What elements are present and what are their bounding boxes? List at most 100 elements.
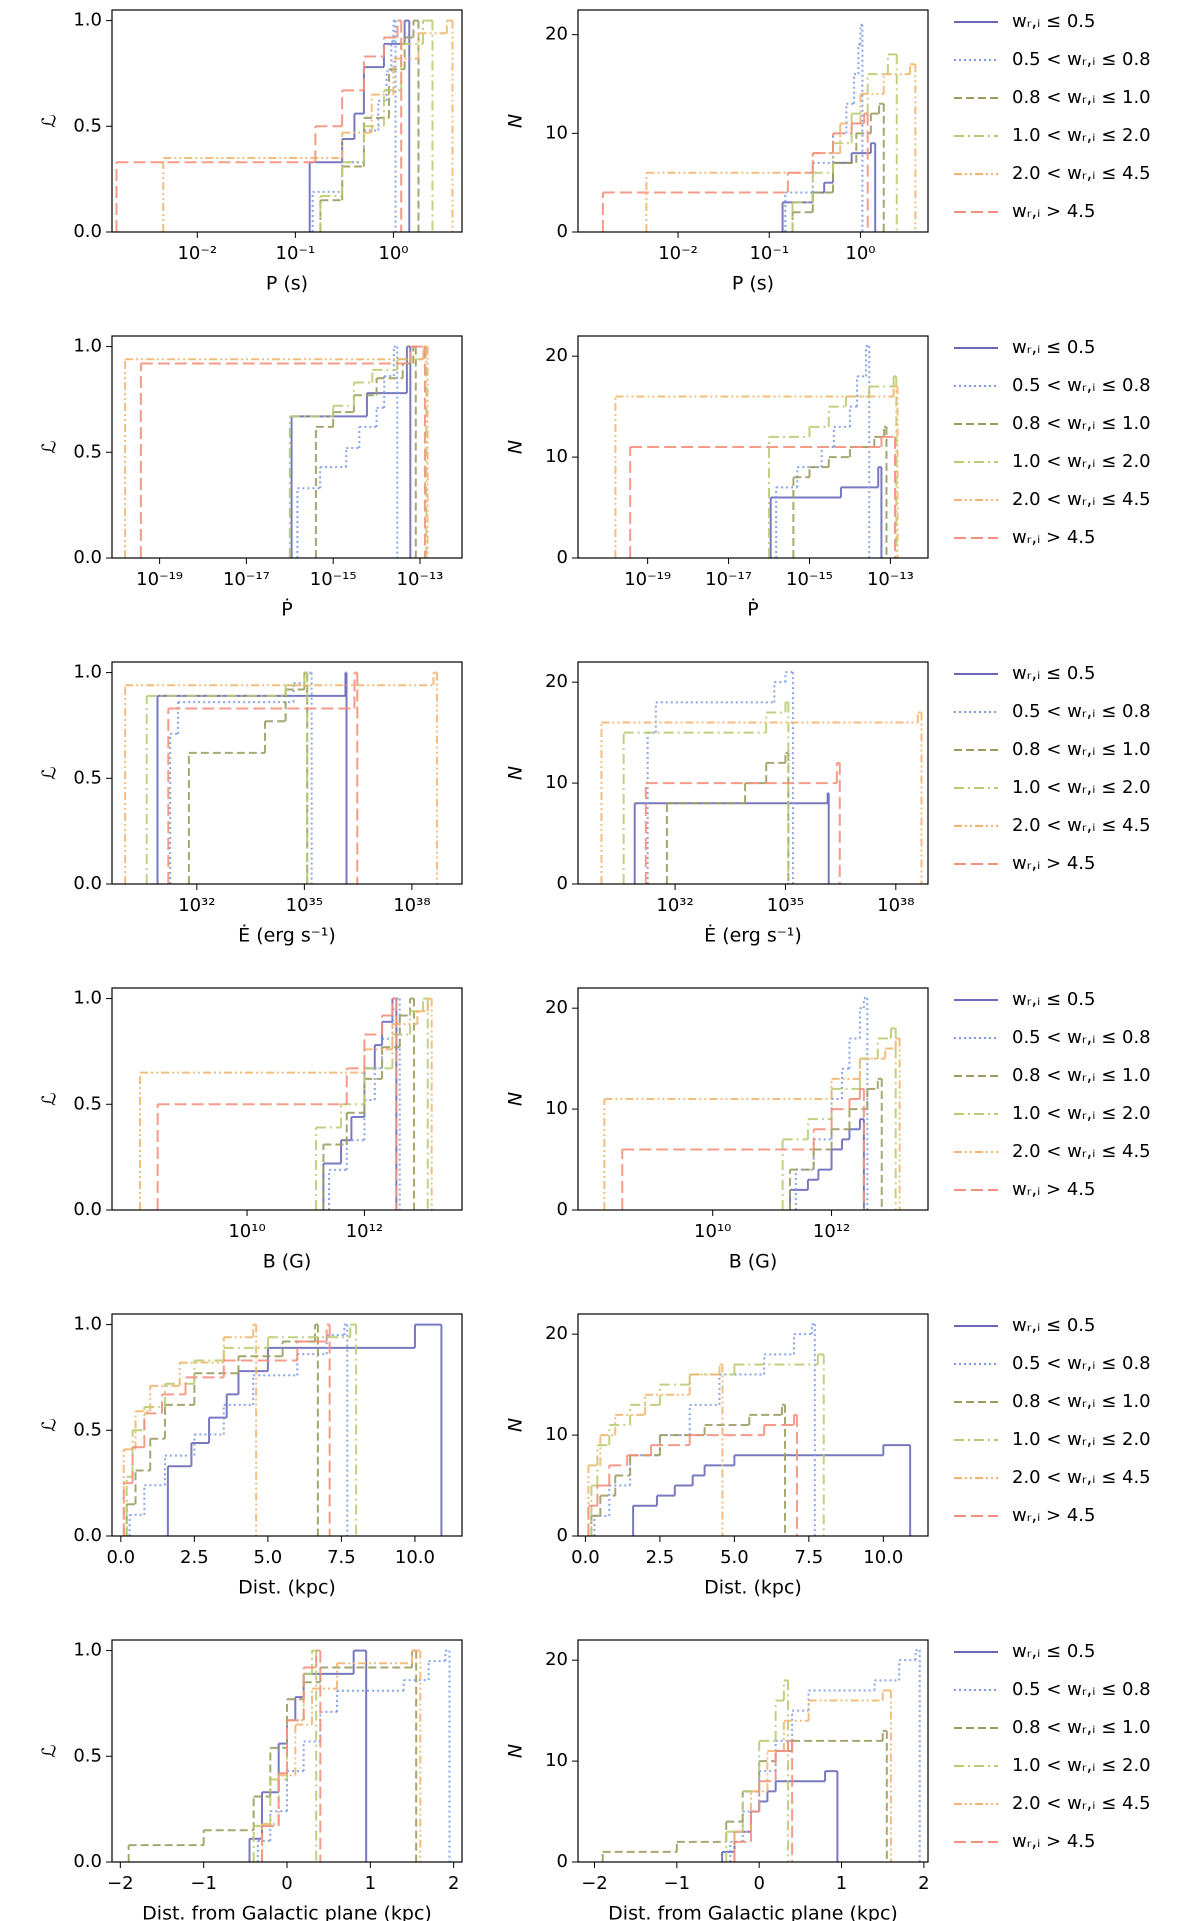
axes-frame: [577, 9, 929, 233]
legend-label: wᵣ,ᵢ > 4.5: [1012, 1505, 1095, 1526]
y-tick-label: 20: [545, 997, 568, 1018]
x-tick-label: 10³²: [656, 895, 693, 916]
x-tick-label: 10¹⁰: [694, 1221, 731, 1242]
y-tick-label: 10: [545, 446, 568, 467]
legend-label: wᵣ,ᵢ > 4.5: [1012, 1179, 1095, 1200]
legend-label: 0.8 < wᵣ,ᵢ ≤ 1.0: [1012, 1391, 1151, 1412]
y-axis-label: ℒ: [39, 440, 61, 454]
legend-label: 0.8 < wᵣ,ᵢ ≤ 1.0: [1012, 1717, 1151, 1738]
x-axis-label: B (G): [263, 1251, 312, 1273]
y-axis-label: N: [505, 440, 527, 454]
y-tick-label: 0: [557, 1525, 568, 1546]
x-tick-label: 10⁰: [845, 243, 875, 264]
legend-label: wᵣ,ᵢ ≤ 0.5: [1012, 11, 1095, 32]
y-axis-label: ℒ: [39, 114, 61, 128]
x-tick-label: 10¹²: [346, 1221, 383, 1242]
panel: 0.0 2.5 5.0 7.5 10.0 0.0 0.5 1.0 Dist. (kpc) ℒ: [39, 1313, 463, 1599]
legend-label: wᵣ,ᵢ ≤ 0.5: [1012, 337, 1095, 358]
legend-label: 1.0 < wᵣ,ᵢ ≤ 2.0: [1012, 125, 1151, 146]
x-tick-label: 10⁻¹⁵: [786, 569, 833, 590]
x-tick-label: 10³²: [178, 895, 215, 916]
y-tick-label: 0.0: [73, 1199, 102, 1220]
legend-label: wᵣ,ᵢ > 4.5: [1012, 853, 1095, 874]
x-tick-label: 10³⁸: [877, 895, 914, 916]
x-tick-label: 10³⁵: [286, 895, 323, 916]
y-tick-label: 0.0: [73, 1525, 102, 1546]
panel: 10¹⁰ 10¹² 0.0 0.5 1.0 B (G) ℒ: [39, 987, 463, 1273]
y-axis-label: N: [505, 766, 527, 780]
x-tick-label: 10⁰: [378, 243, 408, 264]
y-tick-label: 1.0: [73, 1314, 102, 1335]
legend-label: 0.8 < wᵣ,ᵢ ≤ 1.0: [1012, 1065, 1151, 1086]
legend-label: 2.0 < wᵣ,ᵢ ≤ 4.5: [1012, 815, 1151, 836]
x-axis-label: Dist. (kpc): [238, 1577, 336, 1599]
x-tick-label: 10³⁸: [393, 895, 430, 916]
y-tick-label: 10: [545, 1098, 568, 1119]
legend-label: 1.0 < wᵣ,ᵢ ≤ 2.0: [1012, 1429, 1151, 1450]
panel: 10¹⁰ 10¹² 0 10 20 B (G) Nwᵣ,ᵢ ≤ 0.5 0.5 < wᵣ,ᵢ …: [505, 987, 1151, 1273]
legend-label: 0.5 < wᵣ,ᵢ ≤ 0.8: [1012, 1353, 1151, 1374]
legend-label: 0.8 < wᵣ,ᵢ ≤ 1.0: [1012, 87, 1151, 108]
y-tick-label: 0.0: [73, 547, 102, 568]
x-axis-label: Ė (erg s⁻¹): [704, 924, 802, 947]
legend-label: 0.8 < wᵣ,ᵢ ≤ 1.0: [1012, 739, 1151, 760]
legend-label: 2.0 < wᵣ,ᵢ ≤ 4.5: [1012, 489, 1151, 510]
x-axis-label: Dist. from Galactic plane (kpc): [142, 1903, 432, 1921]
axes-frame: [111, 335, 463, 559]
x-axis-label: P (s): [732, 273, 774, 295]
axes-frame: [577, 335, 929, 559]
x-tick-label: 10⁻¹³: [867, 569, 914, 590]
x-axis-label: B (G): [729, 1251, 778, 1273]
x-tick-label: 1: [836, 1873, 847, 1894]
x-tick-label: 10⁻¹⁷: [705, 569, 752, 590]
y-tick-label: 10: [545, 1750, 568, 1771]
y-axis-label: ℒ: [39, 1092, 61, 1106]
x-axis-label: P (s): [266, 273, 308, 295]
y-axis-label: N: [505, 114, 527, 128]
y-axis-label: N: [505, 1092, 527, 1106]
panel: 10³² 10³⁵ 10³⁸ 0.0 0.5 1.0 Ė (erg s⁻¹) ℒ: [39, 661, 463, 947]
legend-label: 2.0 < wᵣ,ᵢ ≤ 4.5: [1012, 1793, 1151, 1814]
x-tick-label: 10⁻²: [658, 243, 698, 264]
x-tick-label: 10⁻²: [177, 243, 217, 264]
x-tick-label: 10¹²: [813, 1221, 850, 1242]
legend-label: 0.5 < wᵣ,ᵢ ≤ 0.8: [1012, 49, 1151, 70]
axes-frame: [111, 1313, 463, 1537]
x-tick-label: 1: [365, 1873, 376, 1894]
y-tick-label: 0.0: [73, 873, 102, 894]
y-tick-label: 0.5: [73, 767, 102, 788]
x-tick-label: 10⁻¹: [276, 243, 316, 264]
x-tick-label: 7.5: [795, 1547, 824, 1568]
panel: 10⁻² 10⁻¹ 10⁰ 0.0 0.5 1.0 P (s) ℒ: [39, 9, 463, 295]
legend-label: wᵣ,ᵢ ≤ 0.5: [1012, 989, 1095, 1010]
axes-frame: [111, 9, 463, 233]
x-axis-label: Ṗ: [747, 598, 758, 621]
x-tick-label: 5.0: [254, 1547, 283, 1568]
y-axis-label: ℒ: [39, 766, 61, 780]
x-axis-label: Dist. from Galactic plane (kpc): [608, 1903, 898, 1921]
y-tick-label: 0: [557, 873, 568, 894]
legend-label: wᵣ,ᵢ > 4.5: [1012, 527, 1095, 548]
legend-label: 2.0 < wᵣ,ᵢ ≤ 4.5: [1012, 1467, 1151, 1488]
y-axis-label: N: [505, 1744, 527, 1758]
y-tick-label: 10: [545, 772, 568, 793]
panel: 10⁻¹⁹ 10⁻¹⁷ 10⁻¹⁵ 10⁻¹³ 0.0 0.5 1.0 Ṗ ℒ: [39, 335, 463, 621]
x-tick-label: −2: [107, 1873, 134, 1894]
y-tick-label: 1.0: [73, 1640, 102, 1661]
y-tick-label: 0.5: [73, 441, 102, 462]
x-tick-label: 5.0: [720, 1547, 749, 1568]
axes-frame: [577, 1313, 929, 1537]
legend-label: 1.0 < wᵣ,ᵢ ≤ 2.0: [1012, 451, 1151, 472]
y-tick-label: 1.0: [73, 662, 102, 683]
x-axis-label: Dist. (kpc): [704, 1577, 802, 1599]
panel: 10³² 10³⁵ 10³⁸ 0 10 20 Ė (erg s⁻¹) Nwᵣ,ᵢ ≤ 0.5 0…: [505, 661, 1151, 947]
x-tick-label: 10⁻¹: [749, 243, 789, 264]
x-tick-label: 0.0: [571, 1547, 600, 1568]
legend-label: 1.0 < wᵣ,ᵢ ≤ 2.0: [1012, 1103, 1151, 1124]
x-tick-label: 10⁻¹³: [397, 569, 444, 590]
x-tick-label: 2.5: [180, 1547, 209, 1568]
panel: 10⁻² 10⁻¹ 10⁰ 0 10 20 P (s) Nwᵣ,ᵢ ≤ 0.5 0.5 < wᵣ…: [505, 9, 1151, 295]
y-axis-label: N: [505, 1418, 527, 1432]
